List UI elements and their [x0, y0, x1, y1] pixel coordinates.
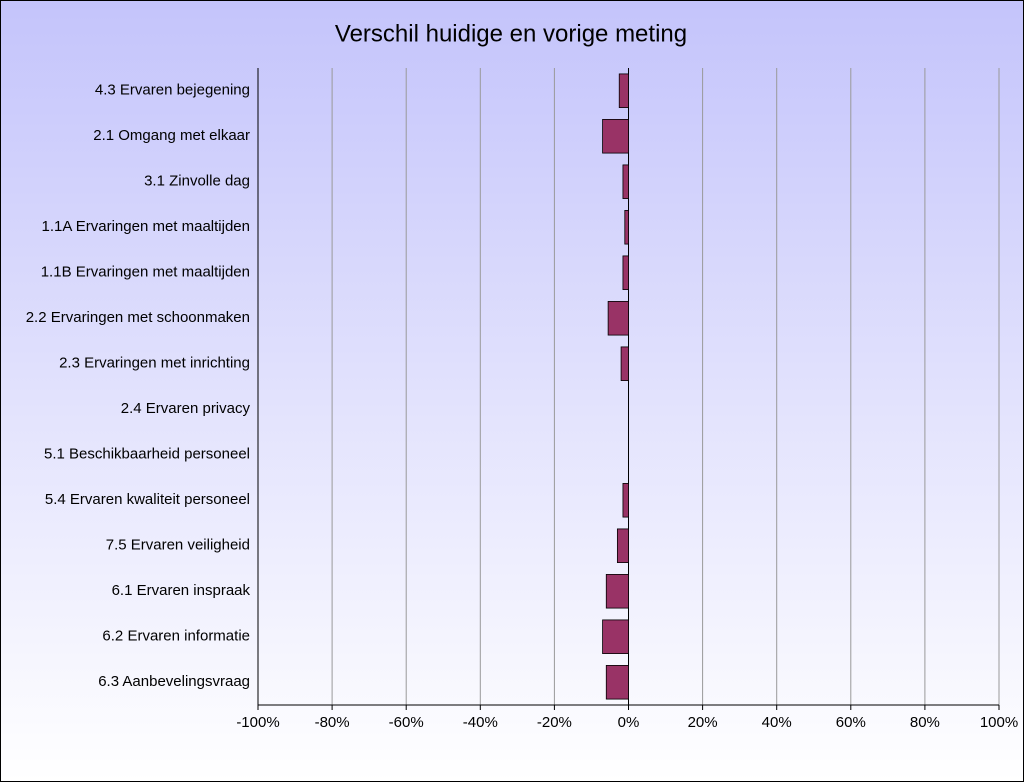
x-tick-label: 0% [618, 714, 640, 731]
y-tick-label: 4.3 Ervaren bejegening [95, 82, 250, 99]
x-tick-label: 80% [910, 714, 940, 731]
y-tick-label: 6.3 Aanbevelingsvraag [98, 673, 250, 690]
y-tick-label: 2.4 Ervaren privacy [121, 400, 251, 417]
y-tick-label: 2.3 Ervaringen met inrichting [59, 355, 250, 372]
y-tick-label: 2.1 Omgang met elkaar [93, 127, 250, 144]
chart-title: Verschil huidige en vorige meting [335, 20, 687, 47]
y-tick-label: 2.2 Ervaringen met schoonmaken [26, 309, 250, 326]
x-tick-label: 40% [762, 714, 792, 731]
y-tick-label: 5.4 Ervaren kwaliteit personeel [45, 491, 250, 508]
y-tick-label: 3.1 Zinvolle dag [144, 173, 250, 190]
bar [622, 255, 629, 290]
y-tick-label: 5.1 Beschikbaarheid personeel [44, 446, 250, 463]
bar [622, 164, 629, 199]
x-tick-label: 60% [836, 714, 866, 731]
x-tick-label: -40% [463, 714, 498, 731]
x-tick-label: 20% [688, 714, 718, 731]
x-tick-label: -80% [315, 714, 350, 731]
y-tick-label: 1.1A Ervaringen met maaltijden [42, 218, 250, 235]
bar [602, 619, 629, 654]
bar [622, 483, 629, 518]
y-tick-label: 1.1B Ervaringen met maaltijden [41, 264, 250, 281]
x-tick-label: 100% [980, 714, 1018, 731]
y-tick-label: 7.5 Ervaren veiligheid [106, 537, 250, 554]
x-tick-label: -60% [389, 714, 424, 731]
bar [602, 119, 629, 154]
y-tick-label: 6.2 Ervaren informatie [102, 628, 250, 645]
bar [605, 574, 629, 609]
x-tick-label: -20% [537, 714, 572, 731]
bar [624, 210, 629, 245]
bar [607, 301, 629, 336]
x-tick-label: -100% [236, 714, 279, 731]
y-tick-label: 6.1 Ervaren inspraak [112, 582, 251, 599]
bar [620, 346, 629, 381]
bar [616, 528, 629, 563]
bar [605, 665, 629, 700]
bar [618, 73, 629, 108]
